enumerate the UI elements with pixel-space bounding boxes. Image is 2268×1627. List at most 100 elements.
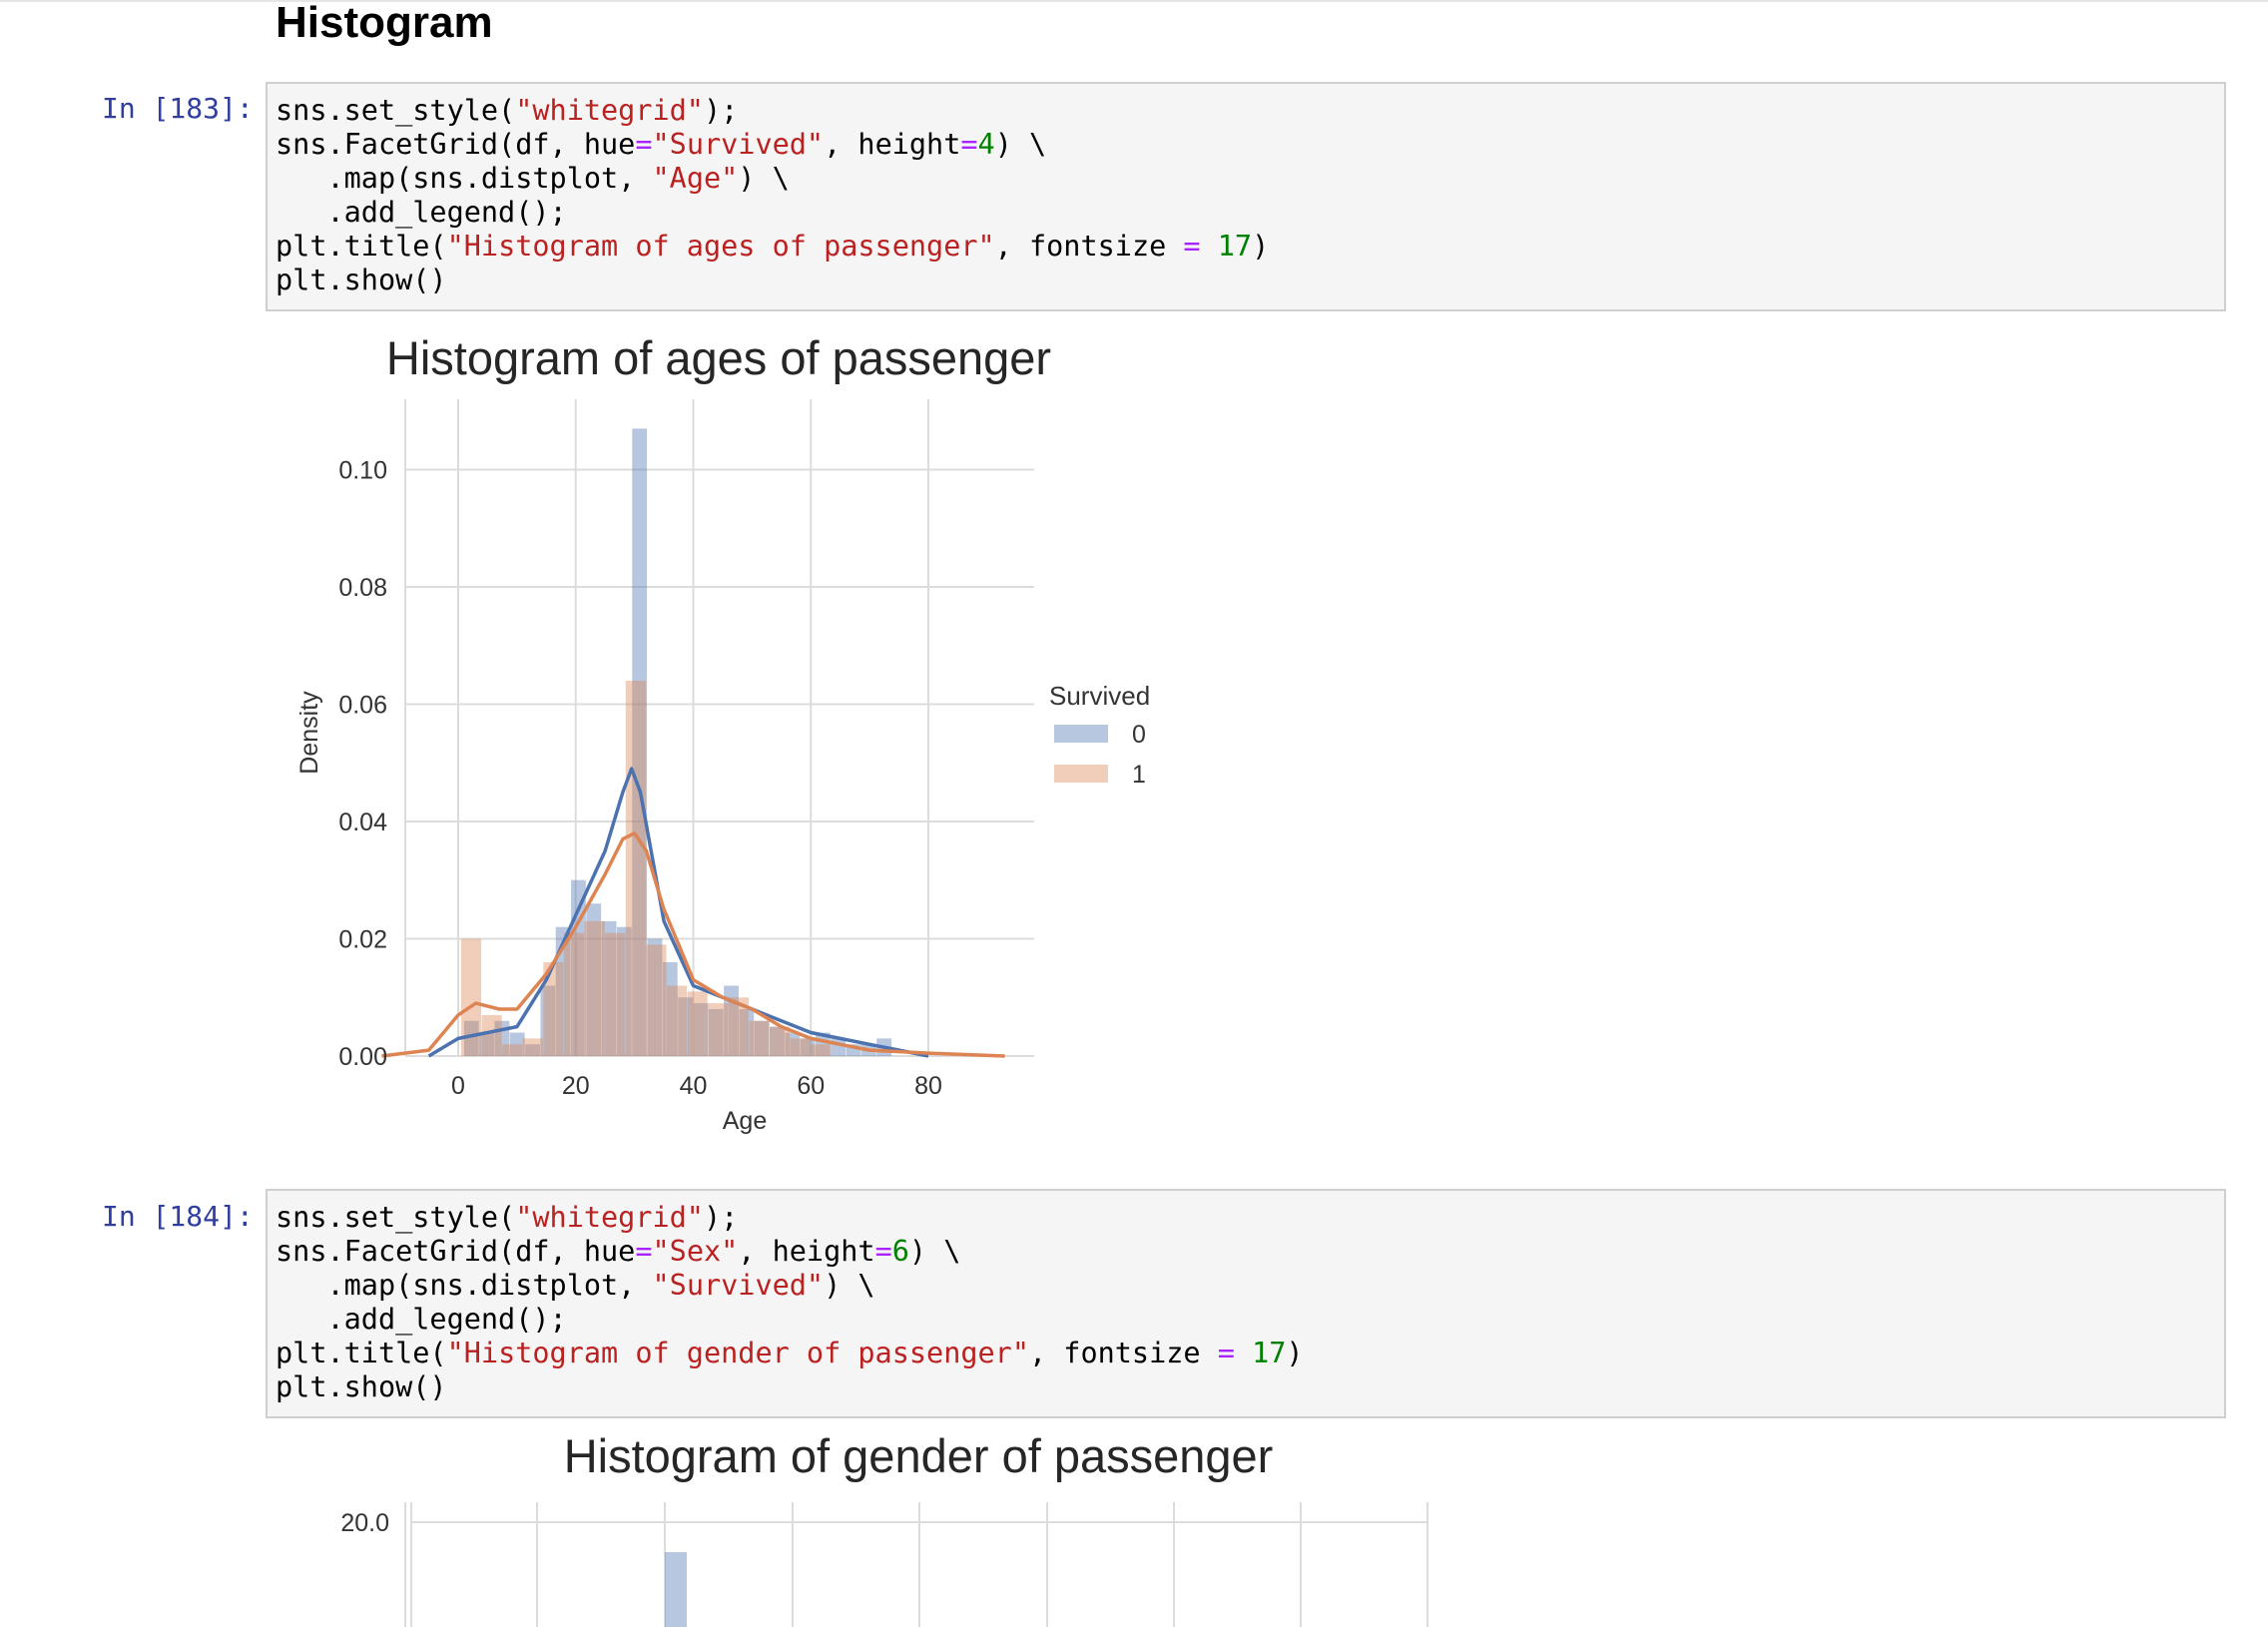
chart-title: Histogram of gender of passenger [564,1429,1274,1482]
code-token: = [960,128,978,161]
code-token: sns.FacetGrid(df, hue [276,128,636,161]
code-token: = [635,128,653,161]
section-heading: Histogram [276,0,493,47]
code-token: = [1183,230,1201,263]
code-editor[interactable]: sns.set_style("whitegrid"); sns.FacetGrid… [276,94,1269,297]
code-token: "Histogram of gender of passenger" [446,1337,1029,1369]
code-token: ) \ [908,1235,961,1268]
y-tick-label: 0.06 [338,692,387,720]
histogram-bar-survived-1 [502,1044,523,1056]
code-cell-184[interactable]: sns.set_style("whitegrid"); sns.FacetGrid… [266,1189,2226,1418]
legend-swatch-0 [1054,725,1108,743]
code-token: plt.show() [276,1370,447,1403]
code-token: "whitegrid" [515,1201,704,1234]
x-tick-label: 60 [797,1072,825,1100]
x-tick-label: 0 [451,1072,465,1100]
histogram-bar-survived-0 [571,879,586,1056]
histogram-bar-survived-1 [605,932,626,1056]
histogram-bar-survived-0 [616,926,632,1056]
code-line: sns.set_style("whitegrid"); [276,94,1269,128]
histogram-bar-survived-0 [479,1032,494,1056]
histogram-bar-survived-1 [790,1038,811,1056]
code-line: .add_legend(); [276,196,1269,230]
code-token: plt.title( [276,230,447,263]
code-line: .add_legend(); [276,1303,1304,1337]
code-token: ); [703,1201,739,1234]
code-token: ); [703,94,739,127]
histogram-bar-survived-0 [525,1044,540,1056]
x-tick-label: 40 [680,1072,708,1100]
code-token: .map(sns.distplot, [276,1269,653,1302]
histogram-bar-survived-0 [555,926,571,1056]
code-line: .map(sns.distplot, "Age") \ [276,162,1269,196]
code-token: .add_legend(); [276,196,567,229]
code-token: plt.show() [276,264,447,296]
code-token: 6 [891,1235,909,1268]
code-token: "Histogram of ages of passenger" [446,230,995,263]
legend-label-0: 0 [1132,721,1146,749]
legend-label-1: 1 [1132,761,1146,789]
code-token: sns.set_style( [276,1201,516,1234]
y-tick-label: 0.10 [338,457,387,485]
histogram-bar-survived-1 [543,962,564,1056]
histogram-bar-survived-0 [831,1038,847,1056]
kde-line-survived-0 [427,767,929,1058]
y-tick-label: 0.02 [338,926,387,954]
code-token: plt.title( [276,1337,447,1369]
code-token: ) \ [738,162,790,195]
code-token: ) \ [994,128,1047,161]
histogram-bar-survived-0 [770,1026,785,1056]
y-tick-label: 0.04 [338,809,387,836]
histogram-bar-survived-1 [770,1026,791,1056]
histogram-bar-survived-1 [646,944,667,1056]
code-token: "Age" [652,162,739,195]
code-token: ) \ [824,1269,875,1302]
histogram-bar-survived-0 [601,920,617,1056]
histogram-bar-survived-1 [460,938,482,1056]
legend-swatch-1 [1054,765,1108,783]
code-line: plt.title("Histogram of ages of passenge… [276,230,1269,264]
histogram-bar-survived-1 [584,920,605,1056]
code-token: , fontsize [1028,1337,1218,1369]
y-tick-label: 0.00 [338,1043,387,1071]
x-axis-label: Age [723,1107,767,1135]
code-token: .map(sns.distplot, [276,162,653,195]
code-token: ) [1252,230,1270,263]
y-tick-label: 0.08 [338,574,387,602]
y-tick-label: 20.0 [340,1509,389,1537]
histogram-bar-survived-1 [708,1003,729,1056]
histogram-bar-survived-1 [522,1038,543,1056]
code-token [1201,230,1218,263]
code-token: = [635,1235,653,1268]
histogram-bar-survived-0 [785,1032,801,1056]
histogram-bar-survived-0 [708,1009,724,1056]
histogram-bar [665,1552,687,1627]
legend-title: Survived [1049,681,1150,711]
code-token: 4 [977,128,995,161]
x-tick-label: 80 [914,1072,942,1100]
histogram-bar-survived-1 [728,997,749,1056]
histogram-bar-survived-0 [754,1020,770,1056]
code-line: plt.title("Histogram of gender of passen… [276,1337,1304,1370]
gender-histogram-chart: Histogram of gender of passenger 20.0 [340,1429,1428,1627]
code-token: sns.FacetGrid(df, hue [276,1235,636,1268]
histogram-bar-survived-0 [662,962,678,1056]
age-histogram-chart: 0.00 0.02 0.04 0.06 0.08 0.10 0 20 40 60 80 Age Dens… [295,331,1150,1135]
code-line: sns.set_style("whitegrid"); [276,1201,1304,1235]
histogram-bar-survived-0 [540,985,556,1056]
code-token: 17 [1217,230,1253,263]
code-token: "Survived" [652,128,825,161]
histogram-bar-survived-0 [693,1003,709,1056]
histogram-bar-survived-0 [632,428,648,1056]
code-token: , height [824,128,961,161]
code-token: 17 [1252,1337,1287,1369]
histogram-bar-survived-0 [647,938,663,1056]
cell-prompt-183: In [183]: [102,92,254,125]
code-token [1235,1337,1252,1369]
code-line: sns.FacetGrid(df, hue="Survived", height… [276,128,1269,162]
x-tick-label: 20 [562,1072,590,1100]
code-token: sns.set_style( [276,94,516,127]
code-cell-183[interactable]: sns.set_style("whitegrid"); sns.FacetGrid… [266,82,2226,311]
code-editor[interactable]: sns.set_style("whitegrid"); sns.FacetGrid… [276,1201,1304,1404]
histogram-bar-survived-1 [687,991,708,1056]
